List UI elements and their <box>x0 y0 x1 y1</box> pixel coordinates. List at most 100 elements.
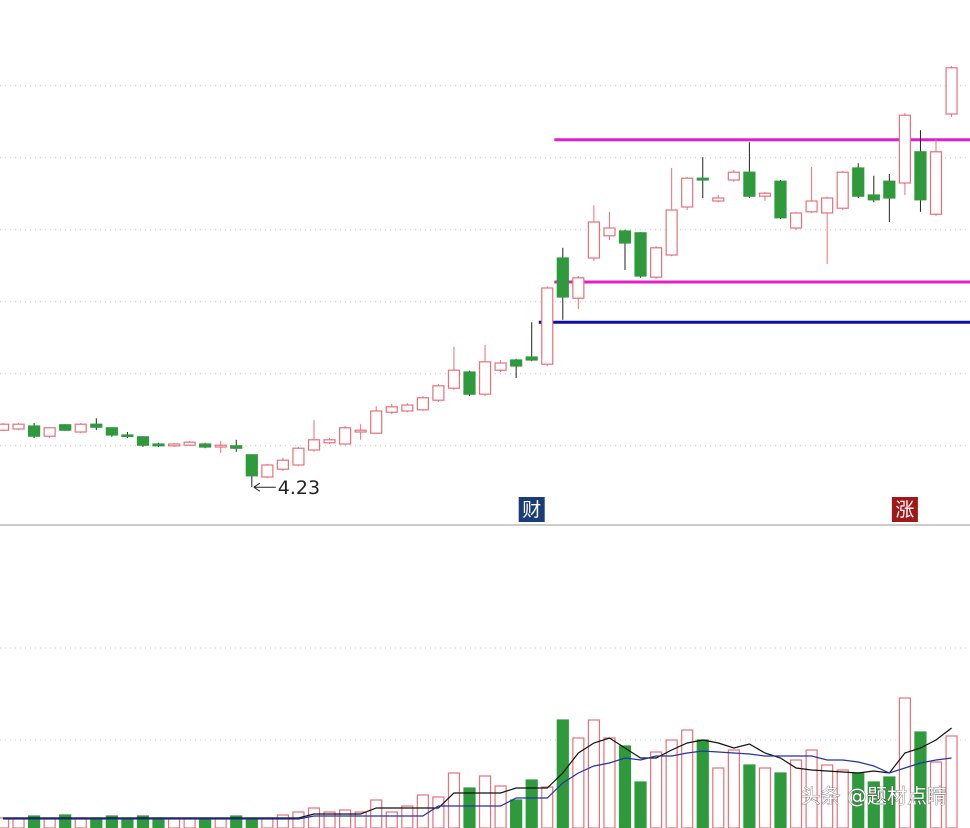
candle-body <box>307 439 321 451</box>
candle-body <box>867 194 880 201</box>
volume-bar <box>292 811 305 828</box>
candle-body <box>167 443 181 447</box>
candle-body <box>370 410 383 434</box>
volume-bar <box>385 811 398 828</box>
volume-bar <box>510 799 523 828</box>
volume-bar <box>323 811 336 828</box>
candle-body <box>743 171 756 197</box>
candle-body <box>556 257 569 298</box>
volume-bar <box>836 769 849 828</box>
candle-body <box>152 443 165 447</box>
candle-body <box>59 424 72 431</box>
candle-body <box>401 404 414 412</box>
volume-bar <box>929 761 943 828</box>
candle-body <box>618 230 632 244</box>
badge-box <box>891 497 918 522</box>
candle-body <box>758 192 772 197</box>
volume-bar <box>307 807 321 828</box>
volume-bar <box>354 811 367 828</box>
candle-body <box>214 444 227 448</box>
volume-bar <box>743 764 756 828</box>
badge-text: 涨 <box>895 499 914 521</box>
volume-bar <box>447 772 461 828</box>
candle-body <box>727 171 740 181</box>
volume-bar <box>494 785 507 828</box>
volume-bar <box>105 815 118 828</box>
volume-bar <box>136 815 150 828</box>
candle-body <box>416 397 429 411</box>
candle-body <box>463 371 476 395</box>
volume-bar <box>401 805 414 828</box>
volume-bar <box>416 794 429 828</box>
volume-bar <box>914 731 927 828</box>
candle-body <box>183 441 196 446</box>
candle-body <box>276 459 289 470</box>
candle-body <box>649 247 663 278</box>
candle-body <box>541 287 554 365</box>
volume-bar <box>867 781 880 828</box>
candle-body <box>354 429 367 433</box>
candle-body <box>74 423 87 433</box>
candle-body <box>852 167 865 197</box>
candle-body <box>681 177 694 208</box>
volume-ma-line <box>3 750 952 820</box>
volume-bar <box>712 767 725 828</box>
candle-body <box>478 361 492 395</box>
volume-bar <box>821 764 834 828</box>
candle-body <box>245 454 258 477</box>
candle-body <box>587 221 601 259</box>
volume-bar <box>339 809 352 828</box>
candle-body <box>28 425 41 437</box>
volume-bar <box>945 735 958 828</box>
watermark: 头条 @题材点睛 <box>801 784 947 808</box>
volume-bar <box>525 779 538 828</box>
candle-body <box>494 362 507 371</box>
candle-body <box>447 369 461 389</box>
volume-bar <box>618 745 632 828</box>
badge-text: 财 <box>522 499 541 521</box>
candle-body <box>432 385 445 401</box>
candle-body <box>136 436 150 446</box>
volume-bar <box>432 796 445 828</box>
volume-bar <box>805 749 818 828</box>
candle-body <box>836 171 849 209</box>
volume-bar <box>603 737 616 828</box>
volume-bar <box>463 787 476 828</box>
volume-bar <box>634 781 647 828</box>
candle-body <box>199 443 212 448</box>
candle-body <box>821 197 834 214</box>
candle-body <box>43 427 56 437</box>
candle-body <box>634 232 647 277</box>
candle-body <box>929 151 943 215</box>
low-arrow <box>253 482 276 492</box>
candle-body <box>90 423 103 428</box>
candle-body <box>292 447 305 466</box>
volume-bar <box>587 719 601 828</box>
volume-ma-line <box>3 727 952 819</box>
volume-bar <box>59 814 72 828</box>
candle-body <box>665 209 678 256</box>
volume-bar <box>774 772 787 828</box>
volume-bar <box>681 729 694 828</box>
volume-bar <box>541 786 554 828</box>
volume-bar <box>898 697 912 828</box>
candle-body <box>914 151 927 201</box>
candle-body <box>712 197 725 202</box>
volume-bar <box>572 737 585 828</box>
candle-body <box>230 445 243 449</box>
volume-bar <box>696 739 709 828</box>
volume-bar <box>556 719 569 828</box>
candle-body <box>898 114 912 184</box>
candle-body <box>883 180 896 199</box>
candle-body <box>945 67 958 115</box>
candle-body <box>789 212 803 229</box>
volume-bar <box>789 759 803 828</box>
candle-body <box>261 464 274 478</box>
low-label: 4.23 <box>278 477 320 499</box>
volume-bar <box>370 799 383 828</box>
volume-bar <box>28 815 41 828</box>
candle-body <box>510 359 523 367</box>
volume-bar <box>649 751 663 828</box>
volume-bar <box>758 767 772 828</box>
